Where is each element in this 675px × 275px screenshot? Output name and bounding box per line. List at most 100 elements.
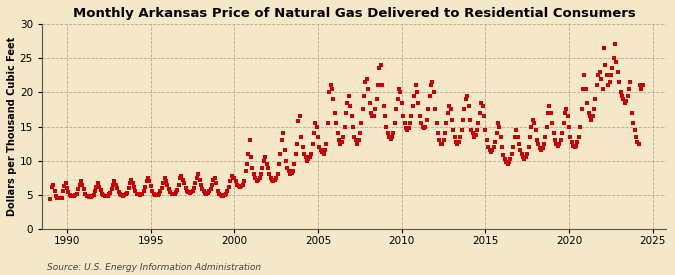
Point bbox=[137, 191, 148, 196]
Point bbox=[545, 111, 556, 115]
Point bbox=[238, 182, 248, 187]
Point bbox=[335, 141, 346, 146]
Point bbox=[159, 176, 170, 180]
Point bbox=[223, 185, 234, 189]
Point bbox=[315, 148, 326, 153]
Point bbox=[113, 190, 124, 194]
Point bbox=[324, 90, 335, 95]
Point bbox=[515, 148, 526, 153]
Point bbox=[594, 70, 605, 74]
Point bbox=[549, 138, 560, 142]
Point bbox=[396, 100, 407, 105]
Point bbox=[582, 100, 593, 105]
Point bbox=[423, 107, 433, 112]
Point bbox=[211, 180, 222, 185]
Point bbox=[348, 124, 358, 129]
Point bbox=[578, 87, 589, 91]
Point bbox=[437, 141, 448, 146]
Point bbox=[405, 121, 416, 125]
Point bbox=[282, 165, 293, 170]
Point bbox=[434, 138, 445, 142]
Point bbox=[221, 191, 232, 196]
Point bbox=[141, 179, 152, 183]
Point bbox=[366, 111, 377, 115]
Text: Source: U.S. Energy Information Administration: Source: U.S. Energy Information Administ… bbox=[47, 263, 261, 272]
Point bbox=[341, 111, 352, 115]
Point bbox=[227, 176, 238, 180]
Point bbox=[236, 184, 247, 188]
Point bbox=[272, 172, 283, 177]
Point bbox=[74, 182, 85, 187]
Point bbox=[562, 114, 573, 119]
Point bbox=[286, 171, 297, 175]
Point bbox=[518, 155, 529, 160]
Point bbox=[169, 191, 180, 196]
Point bbox=[463, 104, 474, 108]
Point bbox=[509, 134, 520, 139]
Point bbox=[310, 121, 321, 125]
Point bbox=[603, 83, 614, 88]
Point bbox=[417, 124, 428, 129]
Point bbox=[325, 83, 336, 88]
Point bbox=[621, 98, 632, 103]
Point bbox=[246, 155, 256, 160]
Point bbox=[321, 141, 332, 146]
Point bbox=[533, 141, 544, 146]
Point bbox=[101, 194, 111, 199]
Point bbox=[176, 174, 187, 178]
Point bbox=[88, 193, 99, 197]
Point bbox=[290, 152, 301, 156]
Point bbox=[297, 145, 308, 149]
Point bbox=[148, 191, 159, 196]
Point bbox=[126, 178, 136, 182]
Point bbox=[369, 114, 379, 119]
Point bbox=[84, 195, 95, 199]
Point bbox=[251, 179, 262, 183]
Point bbox=[477, 104, 488, 108]
Point bbox=[488, 145, 499, 149]
Point bbox=[586, 117, 597, 122]
Point bbox=[86, 195, 97, 199]
Point bbox=[468, 134, 479, 139]
Point bbox=[561, 107, 572, 112]
Point bbox=[558, 121, 569, 125]
Point bbox=[192, 176, 202, 180]
Point bbox=[379, 114, 390, 119]
Point bbox=[383, 131, 394, 136]
Point bbox=[412, 90, 423, 95]
Point bbox=[91, 185, 102, 189]
Point bbox=[395, 90, 406, 95]
Point bbox=[259, 158, 269, 163]
Point bbox=[464, 117, 475, 122]
Point bbox=[342, 100, 353, 105]
Point bbox=[600, 63, 611, 67]
Point bbox=[233, 184, 244, 188]
Point bbox=[506, 152, 517, 156]
Point bbox=[52, 196, 63, 200]
Point bbox=[183, 190, 194, 194]
Point bbox=[370, 107, 381, 112]
Point bbox=[455, 134, 466, 139]
Point bbox=[479, 114, 489, 119]
Point bbox=[364, 100, 375, 105]
Point bbox=[172, 188, 183, 192]
Point bbox=[184, 191, 195, 195]
Point bbox=[394, 87, 404, 91]
Point bbox=[590, 97, 601, 101]
Point bbox=[239, 179, 250, 183]
Point bbox=[311, 124, 322, 129]
Point bbox=[97, 191, 107, 196]
Point bbox=[487, 148, 498, 153]
Point bbox=[591, 83, 602, 88]
Point bbox=[329, 111, 340, 115]
Point bbox=[495, 134, 506, 139]
Point bbox=[190, 180, 201, 185]
Point bbox=[180, 186, 191, 190]
Point bbox=[375, 63, 386, 67]
Point bbox=[130, 189, 141, 194]
Point bbox=[248, 172, 259, 177]
Point bbox=[166, 191, 177, 196]
Point bbox=[45, 197, 56, 201]
Point bbox=[442, 111, 453, 115]
Point bbox=[204, 189, 215, 194]
